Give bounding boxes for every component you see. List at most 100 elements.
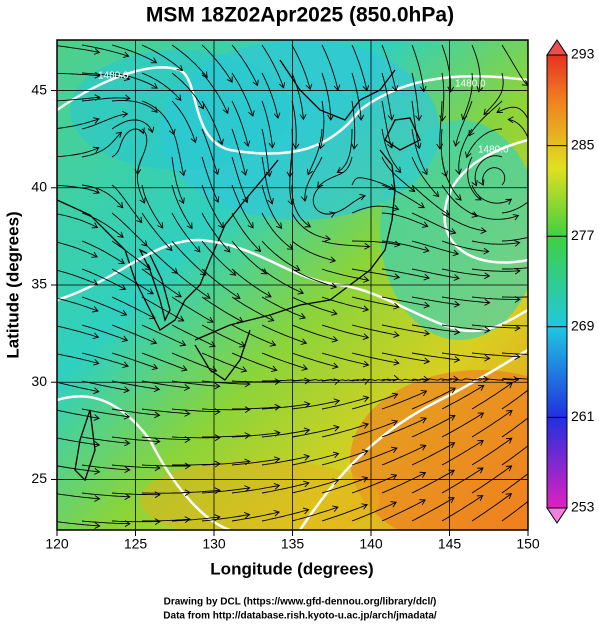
streamline	[321, 352, 369, 366]
streamline	[381, 324, 430, 335]
streamline	[261, 212, 293, 250]
streamline	[411, 240, 459, 255]
colorbar-tick-label: 269	[571, 318, 595, 334]
streamline	[321, 504, 368, 522]
streamline-arrow	[535, 436, 541, 441]
contour-line	[57, 238, 528, 333]
streamline	[141, 436, 190, 441]
streamline	[471, 44, 481, 92]
colorbar-over	[546, 39, 568, 56]
streamline-arrow	[181, 365, 188, 372]
streamline	[501, 324, 528, 327]
streamline-arrow	[332, 451, 340, 459]
streamline	[411, 296, 460, 306]
streamline-arrow	[183, 384, 191, 391]
streamline-arrow	[514, 353, 521, 360]
streamline-arrow	[273, 456, 281, 464]
streamline	[381, 128, 402, 173]
streamline	[291, 240, 336, 262]
streamline	[231, 511, 280, 522]
streamline	[231, 100, 249, 147]
streamline-arrow	[184, 409, 191, 417]
streamline	[201, 100, 223, 145]
streamline-arrow	[436, 143, 444, 150]
streamline	[411, 497, 455, 522]
streamline-arrow	[362, 333, 370, 340]
streamline	[57, 465, 100, 473]
streamline	[171, 268, 211, 299]
streamline-arrow	[439, 115, 447, 122]
streamline-arrow	[147, 126, 155, 134]
streamline-arrow	[317, 181, 324, 189]
streamline	[381, 72, 393, 120]
streamline-arrow	[243, 512, 251, 519]
streamline	[321, 240, 370, 248]
streamline-arrow	[217, 222, 224, 229]
streamline-arrow	[94, 71, 101, 79]
streamline-arrow	[306, 168, 314, 176]
streamline	[171, 44, 208, 78]
streamline	[171, 240, 207, 276]
streamline	[458, 128, 473, 175]
streamline	[201, 156, 219, 203]
streamline-arrow	[93, 414, 100, 421]
streamline	[81, 113, 128, 130]
streamline	[381, 212, 428, 227]
streamline-arrow	[175, 94, 182, 102]
streamline	[351, 324, 399, 336]
streamline	[471, 493, 512, 522]
streamline-arrow	[453, 140, 460, 147]
streamline	[57, 521, 100, 527]
coastline	[384, 117, 421, 151]
streamline	[171, 128, 185, 176]
streamline-arrow	[449, 387, 457, 394]
streamline	[261, 156, 273, 204]
streamline-arrow	[217, 138, 224, 146]
streamline	[81, 492, 130, 498]
streamline	[81, 72, 130, 80]
streamline	[57, 325, 99, 338]
streamline	[81, 131, 122, 158]
streamline	[321, 268, 369, 281]
streamline	[231, 324, 276, 346]
streamline	[532, 139, 544, 185]
streamline-arrow	[214, 382, 221, 390]
streamline-arrow	[91, 251, 98, 258]
streamline	[111, 128, 144, 158]
streamline-arrow	[483, 247, 490, 255]
streamline-arrow	[207, 316, 214, 323]
streamline	[471, 324, 520, 329]
streamline-arrow	[92, 146, 100, 153]
streamline-arrow	[122, 361, 129, 368]
streamline-arrow	[136, 216, 143, 224]
streamline	[351, 296, 399, 308]
streamline	[81, 436, 130, 444]
streamline-arrow	[362, 305, 370, 313]
streamline-arrow	[362, 276, 370, 283]
streamline	[171, 212, 201, 253]
streamline	[81, 212, 124, 238]
streamline-arrow	[476, 86, 484, 93]
streamline-arrow	[419, 444, 427, 451]
streamline-arrow	[393, 331, 400, 338]
streamline	[231, 44, 259, 86]
streamline	[231, 432, 280, 438]
streamline	[291, 100, 297, 149]
streamline	[171, 156, 185, 204]
streamline	[381, 268, 430, 279]
x-tick-label: 135	[281, 536, 305, 552]
streamline	[111, 268, 154, 295]
streamline-arrow	[122, 51, 130, 58]
streamline-arrow	[505, 493, 513, 500]
streamline-arrow	[267, 315, 275, 322]
streamline	[201, 296, 244, 323]
streamline	[231, 128, 247, 176]
streamline-arrow	[421, 168, 428, 176]
streamline-arrow	[496, 107, 503, 114]
streamline-arrow	[179, 169, 186, 177]
streamline	[201, 72, 229, 114]
contour-line	[57, 395, 231, 530]
streamline	[171, 436, 221, 439]
streamline	[291, 479, 339, 494]
streamline-arrow	[422, 375, 430, 383]
